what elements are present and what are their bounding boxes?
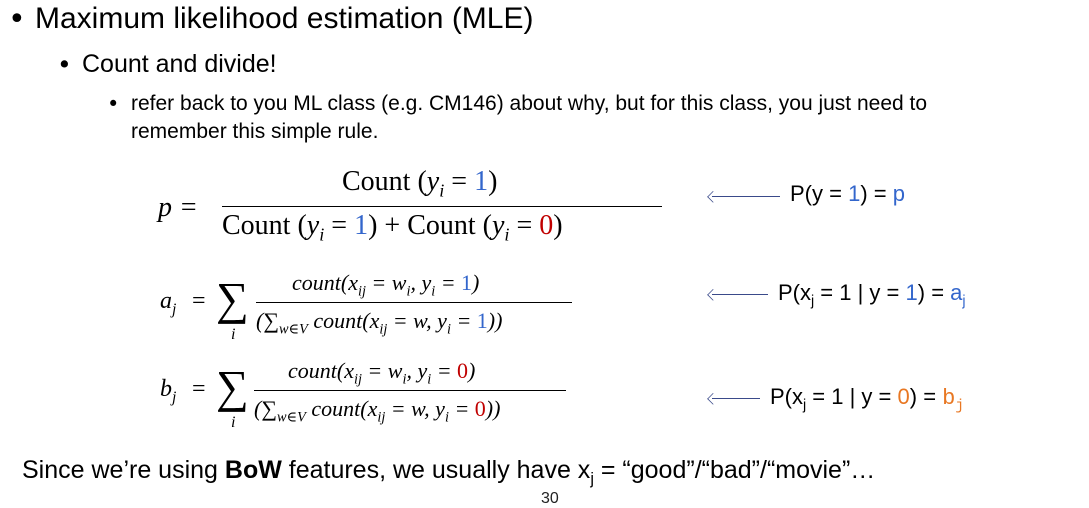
bullet-dot-icon: • (107, 92, 120, 116)
eq-a-fraction-bar (256, 302, 572, 303)
bullet-level1: • Maximum likelihood estimation (MLE) (8, 2, 534, 37)
bullet-dot-icon: • (8, 2, 26, 37)
eq-a-equals: = (192, 288, 206, 314)
bullet-level3-line2: remember this simple rule. (131, 120, 379, 143)
bullet-level1-text: Maximum likelihood estimation (MLE) (35, 2, 534, 35)
annotation-b: P(xj = 1 | y = 0) = bj (770, 384, 964, 415)
eq-b-denominator: (∑w∈V count(xij = w, yi = 0)) (254, 396, 501, 426)
bullet-level3: • refer back to you ML class (e.g. CM146… (107, 92, 927, 116)
eq-p-numerator: Count (yi = 1) (342, 166, 498, 201)
annotation-a: P(xj = 1 | y = 1) = aj (778, 280, 966, 310)
eq-b-sigma: ∑ (216, 361, 249, 412)
bullet-level3-line1: refer back to you ML class (e.g. CM146) … (131, 92, 928, 115)
eq-p-lhs: p = (158, 192, 198, 223)
eq-b-equals: = (192, 376, 206, 402)
eq-a-lhs: aj (160, 288, 177, 318)
eq-b-sigma-sub: i (231, 414, 236, 431)
bullet-level2: • Count and divide! (57, 50, 277, 79)
bullet-level2-text: Count and divide! (82, 50, 277, 78)
eq-b-numerator: count(xij = wi, yi = 0) (288, 358, 476, 388)
eq-b-fraction-bar (254, 390, 566, 391)
eq-a-sigma: ∑ (216, 273, 249, 324)
eq-a-denominator: (∑w∈V count(xij = w, yi = 1)) (256, 308, 503, 338)
arrow-left-icon (712, 398, 760, 399)
arrow-left-icon (712, 196, 780, 197)
page-number: 30 (541, 490, 559, 507)
bullet-dot-icon: • (57, 50, 72, 79)
arrow-left-icon (712, 294, 768, 295)
footer-sentence: Since we’re using BoW features, we usual… (22, 456, 876, 488)
annotation-p: P(y = 1) = p (790, 181, 905, 206)
eq-p-fraction-bar (222, 206, 662, 207)
bow-bold: BoW (224, 456, 282, 484)
eq-b-lhs: bj (160, 376, 177, 406)
eq-p-denominator: Count (yi = 1) + Count (yi = 0) (222, 210, 563, 245)
eq-a-numerator: count(xij = wi, yi = 1) (292, 270, 480, 300)
eq-a-sigma-sub: i (231, 326, 236, 343)
